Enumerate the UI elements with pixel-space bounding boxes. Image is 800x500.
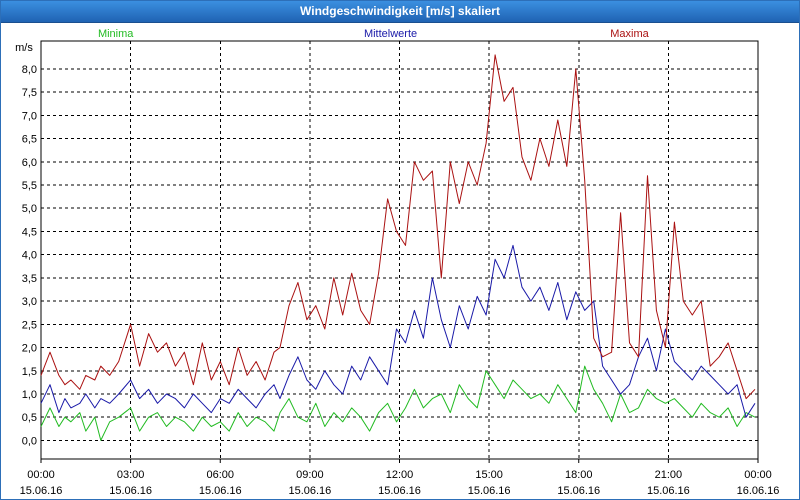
x-tick-label-time: 00:00	[27, 469, 55, 481]
y-tick-label: 6,0	[22, 157, 37, 169]
y-tick-label: 5,0	[22, 203, 37, 215]
x-tick-label-time: 21:00	[655, 469, 683, 481]
y-tick-label: 4,5	[22, 226, 37, 238]
y-tick-label: 7,5	[22, 87, 37, 99]
x-tick-label-time: 12:00	[386, 469, 414, 481]
x-tick-label-time: 18:00	[565, 469, 593, 481]
x-axis: 00:00 15.06.16 03:00 15.06.16 06:00 15.06.16 0…	[20, 459, 780, 497]
series-line-mittelwerte	[40, 244, 756, 418]
y-tick-label: 2,5	[22, 319, 37, 331]
y-tick-label: 7,0	[22, 110, 37, 122]
x-tick-label-date: 15.06.16	[557, 485, 600, 497]
y-tick-label: 4,0	[22, 250, 37, 262]
grid-lines	[41, 41, 758, 459]
window-title: Windgeschwindigkeit [m/s] skaliert	[1, 1, 799, 23]
wind-speed-chart: 0,0 0,5 1,0 1,5 2,0 2,5 3,0 3,5 4,0 4,5 5,0 5,5 6,0 6…	[15, 28, 780, 497]
y-tick-label: 5,5	[22, 180, 37, 192]
series-line-maxima	[40, 54, 756, 400]
x-tick-label-date: 15.06.16	[109, 485, 152, 497]
x-tick-label-date: 15.06.16	[378, 485, 421, 497]
y-tick-label: 1,5	[22, 366, 37, 378]
y-tick-label: 0,0	[22, 435, 37, 447]
x-tick-label-time: 09:00	[296, 469, 324, 481]
x-tick-label-time: 00:00	[744, 469, 772, 481]
x-tick-label-date: 15.06.16	[20, 485, 63, 497]
x-tick-label-time: 06:00	[206, 469, 234, 481]
x-tick-label-date: 15.06.16	[288, 485, 331, 497]
series-lines	[40, 54, 756, 441]
x-tick-label-time: 15:00	[475, 469, 503, 481]
x-tick-label-time: 03:00	[117, 469, 145, 481]
y-tick-label: 0,5	[22, 412, 37, 424]
legend-maxima: Maxima	[610, 28, 649, 40]
legend-minima: Minima	[98, 28, 134, 40]
x-tick-label-date: 15.06.16	[647, 485, 690, 497]
y-axis-label: m/s	[15, 42, 33, 54]
x-tick-label-date: 16.06.16	[737, 485, 780, 497]
legend-mittelwerte: Mittelwerte	[364, 28, 417, 40]
x-tick-label-date: 15.06.16	[468, 485, 511, 497]
y-tick-label: 2,0	[22, 343, 37, 355]
y-tick-label: 8,0	[22, 64, 37, 76]
y-tick-label: 3,0	[22, 296, 37, 308]
x-tick-label-date: 15.06.16	[199, 485, 242, 497]
y-axis: 0,0 0,5 1,0 1,5 2,0 2,5 3,0 3,5 4,0 4,5 5,0 5,5 6,0 6…	[15, 42, 37, 447]
y-tick-label: 6,5	[22, 134, 37, 146]
legend: Minima Mittelwerte Maxima	[98, 28, 650, 40]
y-tick-label: 1,0	[22, 389, 37, 401]
y-tick-label: 3,5	[22, 273, 37, 285]
series-line-minima	[40, 365, 756, 441]
